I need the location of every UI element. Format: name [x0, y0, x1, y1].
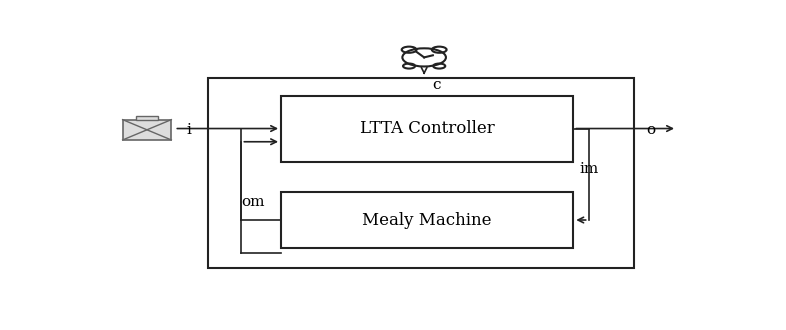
Text: im: im [579, 162, 599, 176]
Bar [281, 95, 574, 162]
Text: c: c [432, 78, 441, 92]
Text: o: o [647, 123, 656, 137]
Bar [136, 115, 158, 120]
Text: LTTA Controller: LTTA Controller [360, 120, 494, 137]
Text: om: om [241, 195, 265, 209]
Text: Mealy Machine: Mealy Machine [362, 212, 492, 228]
Bar [208, 78, 634, 268]
Bar [281, 192, 574, 248]
Bar [123, 120, 171, 140]
Text: i: i [186, 123, 192, 137]
